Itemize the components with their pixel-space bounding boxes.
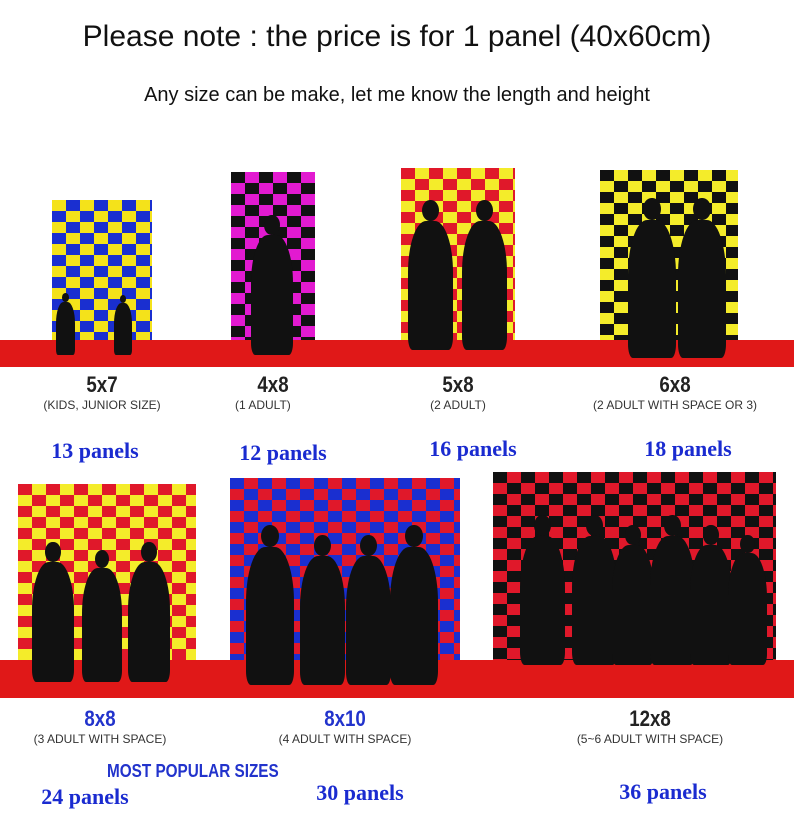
- person-silhouette: [128, 542, 170, 682]
- person-silhouette: [572, 515, 617, 665]
- size-card: 12x8 (5~6 ADULT WITH SPACE): [545, 706, 755, 746]
- person-silhouette: [678, 198, 726, 358]
- size-note-subtitle: Any size can be make, let me know the le…: [144, 84, 650, 106]
- size-description: (KIDS, JUNIOR SIZE): [43, 398, 161, 412]
- size-label: 5x7: [86, 372, 118, 397]
- size-label: 5x8: [442, 372, 474, 397]
- size-description: (5~6 ADULT WITH SPACE): [576, 732, 724, 746]
- size-card: 6x8 (2 ADULT WITH SPACE OR 3): [570, 372, 780, 412]
- size-description: (2 ADULT WITH SPACE OR 3): [592, 398, 758, 412]
- size-label: 8x8: [84, 706, 116, 731]
- person-silhouette: [390, 525, 438, 685]
- person-silhouette: [114, 295, 132, 355]
- size-label: 4x8: [257, 372, 289, 397]
- person-silhouette: [462, 200, 507, 350]
- person-silhouette: [728, 535, 767, 665]
- person-silhouette: [650, 515, 695, 665]
- price-note-title: Please note : the price is for 1 panel (…: [82, 20, 712, 53]
- size-label: 6x8: [659, 372, 691, 397]
- person-silhouette: [56, 293, 75, 355]
- person-silhouette: [300, 535, 345, 685]
- size-card: 5x8 (2 ADULT): [398, 372, 518, 412]
- size-label: 8x10: [324, 706, 366, 731]
- person-silhouette: [251, 215, 293, 355]
- panel-count: 36 panels: [619, 779, 707, 804]
- panel-count: 13 panels: [51, 438, 139, 463]
- person-silhouette: [690, 525, 732, 665]
- size-card: 4x8 (1 ADULT): [213, 372, 333, 412]
- person-silhouette: [520, 515, 565, 665]
- person-silhouette: [628, 198, 676, 358]
- size-card: 8x10 (4 ADULT WITH SPACE): [255, 706, 435, 746]
- person-silhouette: [612, 525, 654, 665]
- most-popular-label: MOST POPULAR SIZES: [107, 761, 279, 781]
- person-silhouette: [32, 542, 74, 682]
- size-card: 5x7 (KIDS, JUNIOR SIZE): [42, 372, 162, 412]
- panel-count: 24 panels: [41, 784, 129, 809]
- size-description: (1 ADULT): [235, 398, 291, 412]
- person-silhouette: [82, 550, 122, 682]
- size-description: (2 ADULT): [430, 398, 486, 412]
- size-description: (3 ADULT WITH SPACE): [33, 732, 167, 746]
- size-label: 12x8: [629, 706, 671, 731]
- person-silhouette: [246, 525, 294, 685]
- panel-count: 18 panels: [644, 436, 732, 461]
- size-card: 8x8 (3 ADULT WITH SPACE): [10, 706, 190, 746]
- person-silhouette: [346, 535, 391, 685]
- panel-count: 12 panels: [239, 440, 327, 465]
- size-description: (4 ADULT WITH SPACE): [278, 732, 412, 746]
- person-silhouette: [408, 200, 453, 350]
- panel-count: 30 panels: [316, 780, 404, 805]
- panel-count: 16 panels: [429, 436, 517, 461]
